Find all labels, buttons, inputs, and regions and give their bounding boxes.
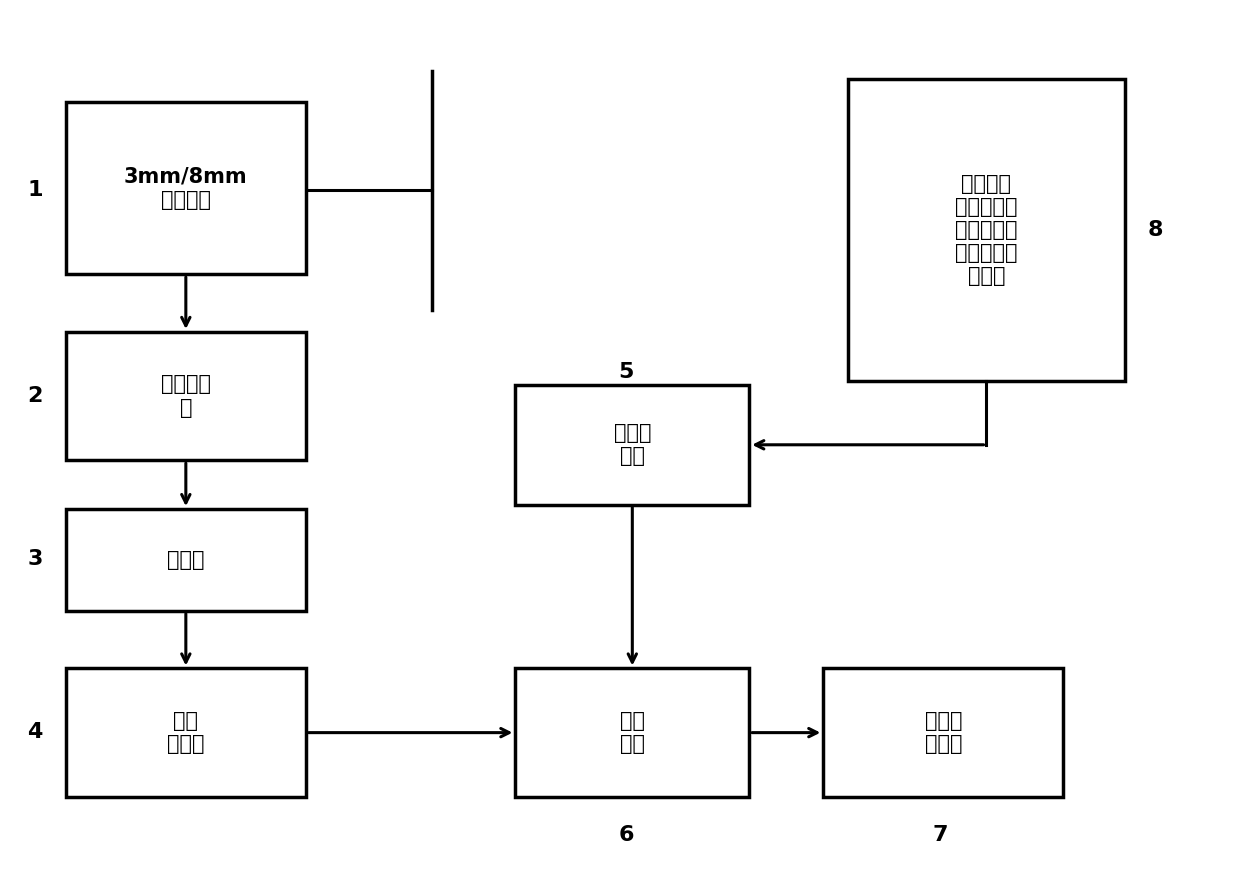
Text: 1: 1 — [27, 181, 42, 200]
Text: 7: 7 — [932, 825, 949, 845]
Bar — [516, 669, 749, 797]
Bar — [848, 80, 1125, 381]
Text: 6: 6 — [619, 825, 634, 845]
Text: 8: 8 — [1148, 220, 1163, 240]
Bar — [823, 669, 1064, 797]
Bar — [66, 509, 306, 611]
Text: 5: 5 — [619, 362, 634, 382]
Bar — [66, 102, 306, 274]
Bar — [516, 385, 749, 504]
Text: 定标
装置: 定标 装置 — [620, 711, 645, 755]
Text: 3: 3 — [27, 550, 42, 569]
Text: 低频
放大器: 低频 放大器 — [167, 711, 205, 755]
Text: 检波器: 检波器 — [167, 550, 205, 569]
Text: 装载被测
目标材料、
高低温定标
材料的特制
保温桶: 装载被测 目标材料、 高低温定标 材料的特制 保温桶 — [955, 173, 1018, 286]
Text: 2: 2 — [27, 385, 42, 406]
Text: 射频低噪
放: 射频低噪 放 — [161, 375, 211, 417]
Text: 3mm/8mm
波段天线: 3mm/8mm 波段天线 — [124, 166, 248, 209]
Bar — [66, 332, 306, 460]
Text: 4: 4 — [27, 722, 42, 742]
Text: 数据处
理模块: 数据处 理模块 — [925, 711, 962, 755]
Bar — [66, 669, 306, 797]
Text: 温度计
模块: 温度计 模块 — [614, 423, 651, 467]
